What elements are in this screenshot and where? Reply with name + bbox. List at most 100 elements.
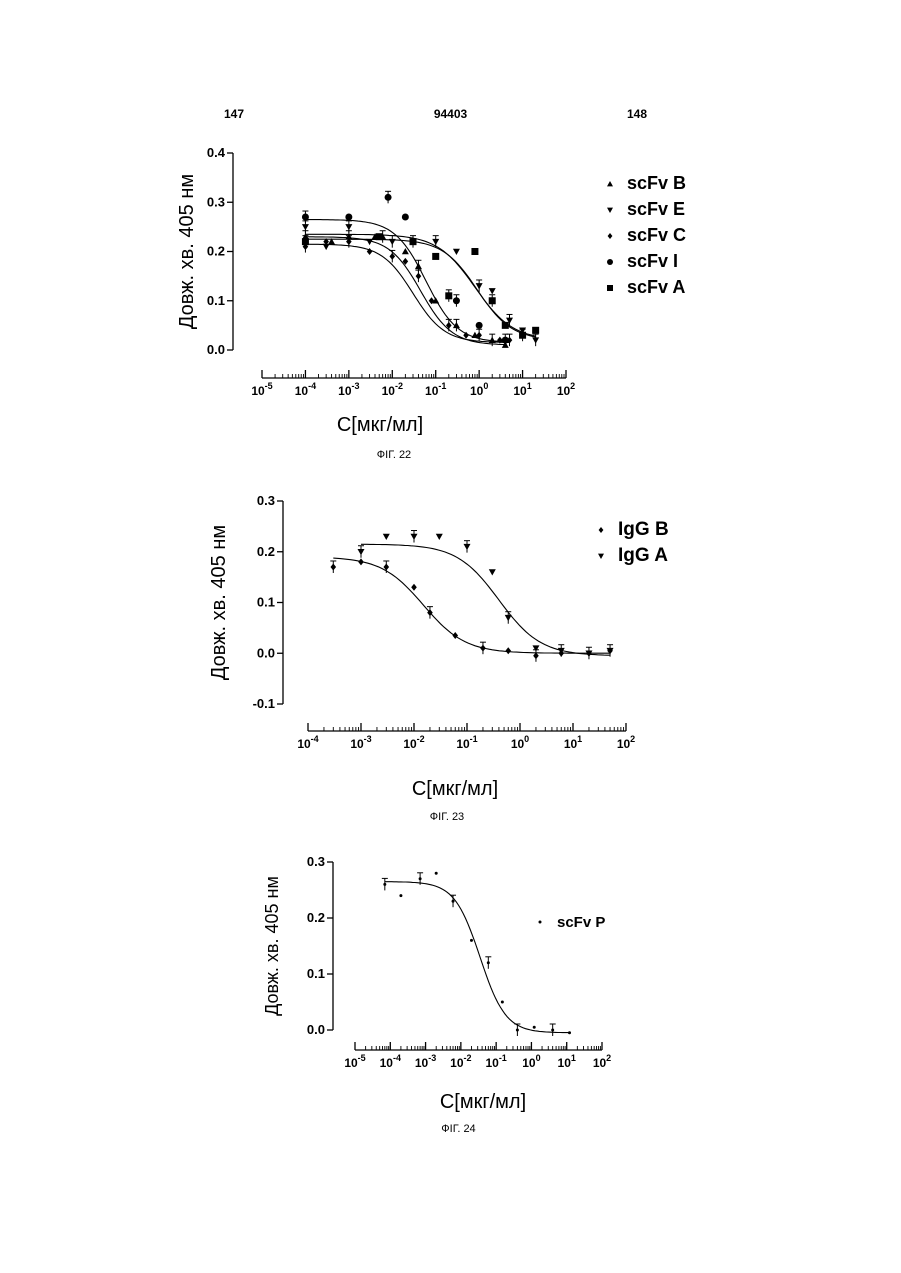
data-point bbox=[502, 337, 509, 344]
data-point bbox=[519, 332, 526, 339]
data-point bbox=[505, 615, 512, 621]
figure-caption: ФІГ. 22 bbox=[377, 449, 411, 461]
legend-label: scFv I bbox=[627, 251, 678, 271]
y-tick-label: 0.0 bbox=[307, 1022, 325, 1037]
legend-marker bbox=[607, 259, 613, 265]
legend-marker bbox=[607, 181, 613, 186]
x-axis-title: C[мкг/мл] bbox=[440, 1091, 526, 1113]
data-point bbox=[399, 894, 402, 897]
x-tick-label: 100 bbox=[470, 381, 488, 398]
x-tick-label: 10-2 bbox=[382, 381, 403, 398]
x-tick-label: 10-5 bbox=[344, 1053, 365, 1070]
data-point bbox=[302, 238, 309, 245]
y-tick-label: 0.2 bbox=[307, 910, 325, 925]
legend-label: IgG A bbox=[618, 545, 668, 566]
data-point bbox=[501, 1001, 504, 1004]
data-point bbox=[383, 883, 386, 886]
data-point bbox=[436, 534, 443, 540]
data-point bbox=[489, 297, 496, 304]
data-point bbox=[487, 961, 490, 964]
data-point bbox=[551, 1029, 554, 1032]
legend-label: scFv A bbox=[627, 277, 685, 297]
x-tick-label: 101 bbox=[513, 381, 531, 398]
fit-curve bbox=[333, 558, 610, 653]
x-tick-label: 10-1 bbox=[456, 734, 477, 751]
y-axis-title: Довж. хв. 405 нм bbox=[262, 876, 282, 1016]
legend-label: scFv C bbox=[627, 225, 686, 245]
y-tick-label: 0.0 bbox=[207, 342, 225, 357]
document-number: 94403 bbox=[0, 107, 901, 121]
x-tick-label: 102 bbox=[593, 1053, 611, 1070]
data-point bbox=[532, 337, 539, 343]
page-number-right: 148 bbox=[627, 107, 647, 121]
fit-curve bbox=[305, 220, 505, 342]
y-tick-label: 0.1 bbox=[257, 595, 275, 610]
figure-caption: ФІГ. 23 bbox=[430, 811, 464, 823]
data-point bbox=[411, 584, 417, 591]
x-tick-label: 10-1 bbox=[425, 381, 446, 398]
x-tick-label: 10-5 bbox=[251, 381, 272, 398]
data-point bbox=[516, 1029, 519, 1032]
legend-marker bbox=[599, 527, 604, 533]
data-point bbox=[432, 253, 439, 260]
legend-label: scFv E bbox=[627, 199, 685, 219]
y-tick-label: 0.3 bbox=[207, 194, 225, 209]
legend-marker bbox=[598, 554, 604, 559]
x-tick-label: 10-3 bbox=[350, 734, 371, 751]
data-point bbox=[383, 534, 390, 540]
legend-marker bbox=[608, 233, 613, 239]
fit-curve bbox=[305, 234, 535, 336]
x-tick-label: 10-4 bbox=[297, 734, 318, 751]
data-point bbox=[416, 273, 422, 280]
x-axis-title: C[мкг/мл] bbox=[412, 778, 498, 800]
y-tick-label: 0.4 bbox=[207, 145, 226, 160]
x-tick-label: 100 bbox=[522, 1053, 540, 1070]
y-tick-label: -0.1 bbox=[253, 696, 275, 711]
x-tick-label: 10-2 bbox=[450, 1053, 471, 1070]
data-point bbox=[502, 322, 509, 329]
x-tick-label: 10-4 bbox=[380, 1053, 401, 1070]
figure-caption: ФІГ. 24 bbox=[441, 1123, 475, 1135]
y-tick-label: 0.2 bbox=[257, 544, 275, 559]
data-point bbox=[358, 558, 364, 565]
x-tick-label: 10-3 bbox=[415, 1053, 436, 1070]
x-tick-label: 100 bbox=[511, 734, 529, 751]
fit-curve bbox=[361, 544, 610, 655]
data-point bbox=[505, 647, 511, 654]
data-point bbox=[410, 238, 417, 245]
data-point bbox=[402, 214, 409, 221]
x-tick-label: 10-4 bbox=[295, 381, 316, 398]
y-axis-title: Довж. хв. 405 нм bbox=[208, 525, 230, 680]
data-point bbox=[532, 327, 539, 334]
data-point bbox=[385, 194, 392, 201]
x-tick-label: 10-2 bbox=[403, 734, 424, 751]
data-point bbox=[302, 224, 309, 230]
legend-marker bbox=[539, 921, 542, 924]
x-tick-label: 102 bbox=[557, 381, 575, 398]
legend-label: scFv P bbox=[557, 914, 605, 931]
fit-curve bbox=[385, 882, 570, 1033]
data-point bbox=[532, 645, 539, 651]
legend-label: scFv B bbox=[627, 173, 686, 193]
data-point bbox=[419, 877, 422, 880]
data-point bbox=[533, 1026, 536, 1029]
y-tick-label: 0.1 bbox=[207, 293, 225, 308]
data-point bbox=[489, 288, 496, 294]
x-tick-label: 10-3 bbox=[338, 381, 359, 398]
legend-marker bbox=[607, 208, 613, 213]
data-point bbox=[435, 872, 438, 875]
data-point bbox=[345, 214, 352, 221]
data-point bbox=[470, 939, 473, 942]
legend-label: IgG B bbox=[618, 519, 669, 540]
y-tick-label: 0.1 bbox=[307, 966, 325, 981]
y-tick-label: 0.2 bbox=[207, 244, 225, 259]
data-point bbox=[330, 563, 336, 570]
data-point bbox=[568, 1031, 571, 1034]
data-point bbox=[476, 322, 483, 329]
data-point bbox=[302, 214, 309, 221]
chart-fig-24: 0.00.10.20.310-510-410-310-210-110010110… bbox=[0, 850, 901, 1150]
data-point bbox=[489, 569, 496, 575]
data-point bbox=[453, 249, 460, 255]
y-axis-title: Довж. хв. 405 нм bbox=[176, 174, 198, 329]
data-point bbox=[464, 544, 471, 550]
